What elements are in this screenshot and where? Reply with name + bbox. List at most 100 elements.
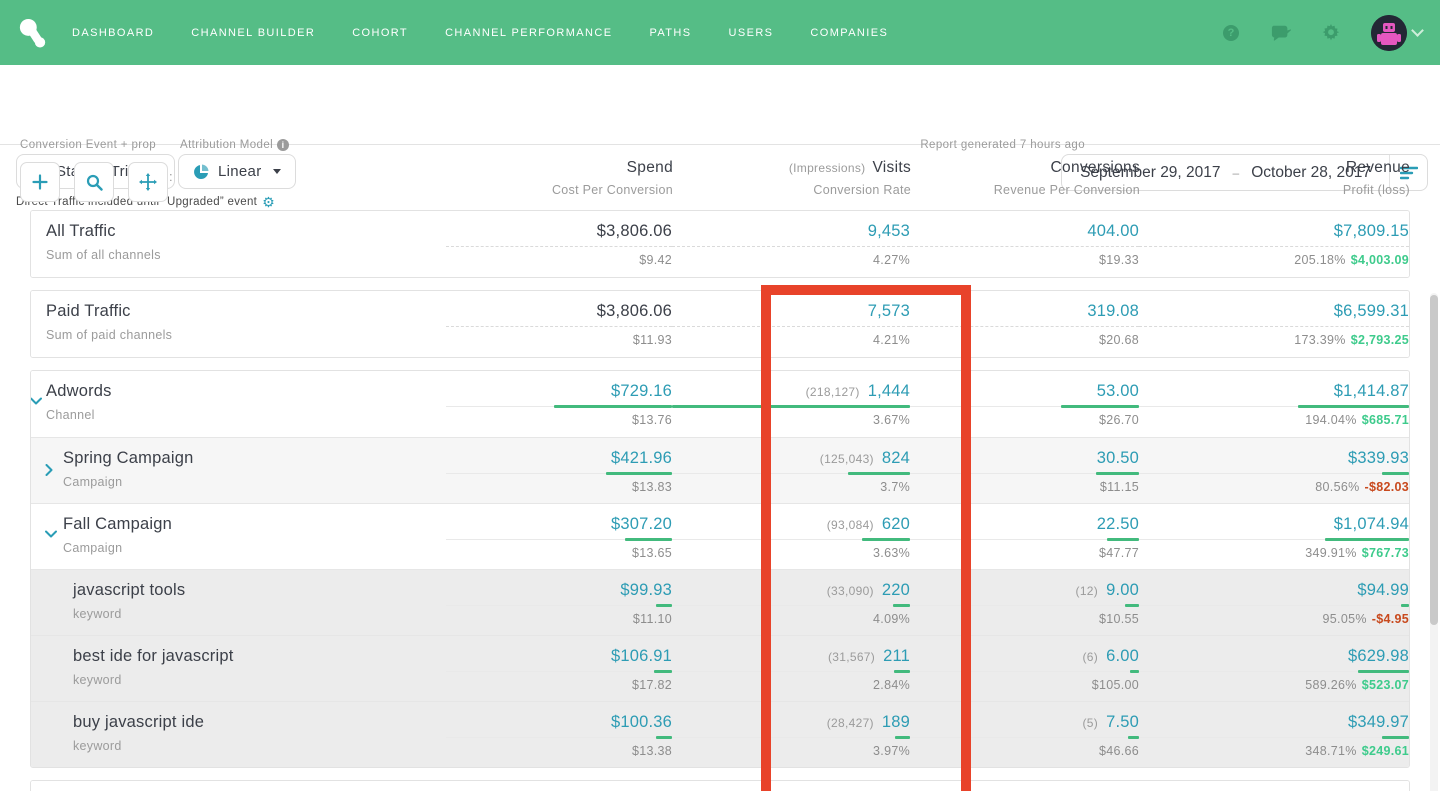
row-title[interactable]: buy javascript ide xyxy=(73,713,205,731)
revenue-value[interactable]: $6,599.31 xyxy=(1333,302,1409,320)
row-name-cell: All Traffic Sum of all channels xyxy=(31,211,446,277)
row-name-cell: buy javascript ide keyword xyxy=(31,702,446,767)
spend-value[interactable]: $100.36 xyxy=(610,713,672,731)
move-button[interactable] xyxy=(128,162,168,202)
revenue-value[interactable]: $94.99 xyxy=(1357,581,1409,599)
row-type-label: Sum of all channels xyxy=(46,248,161,262)
roi-percent: 349.91% xyxy=(1305,546,1357,560)
conversions-value[interactable]: 30.50 xyxy=(1096,449,1139,467)
settings-gear-icon[interactable] xyxy=(1321,23,1341,43)
conversions-value[interactable]: 7.50 xyxy=(1106,713,1139,731)
profit-value: $523.07 xyxy=(1361,678,1409,692)
revenue-value[interactable]: $1,414.87 xyxy=(1333,382,1409,400)
search-button[interactable] xyxy=(74,162,114,202)
spend-value[interactable]: $3,806.06 xyxy=(596,222,672,240)
revenue-cell: $629.98 589.26% $523.07 xyxy=(1139,636,1409,701)
conversions-value[interactable]: 53.00 xyxy=(1096,382,1139,400)
table-row: javascript tools keyword $99.93 $11.10 (33,0… xyxy=(31,569,1409,635)
row-type-label: keyword xyxy=(73,739,122,753)
report-options-button[interactable] xyxy=(1389,155,1427,190)
nav-item-dashboard[interactable]: DASHBOARD xyxy=(72,26,155,39)
conversions-value[interactable]: 22.50 xyxy=(1096,515,1139,533)
spend-value[interactable]: $307.20 xyxy=(610,515,672,533)
conversions-bar xyxy=(910,245,1139,248)
collapse-chevron-icon[interactable] xyxy=(31,397,42,405)
visits-value[interactable]: 220 xyxy=(881,581,910,599)
spend-value[interactable]: $3,806.06 xyxy=(596,302,672,320)
conversions-bar xyxy=(910,604,1139,607)
collapse-chevron-icon[interactable] xyxy=(45,530,57,538)
column-header-spend[interactable]: Spend Cost Per Conversion xyxy=(447,159,673,197)
conversions-value[interactable]: 6.00 xyxy=(1106,647,1139,665)
column-subtitle: Cost Per Conversion xyxy=(551,183,673,197)
spend-value[interactable]: $421.96 xyxy=(610,449,672,467)
column-header-revenue[interactable]: Revenue Profit (loss) xyxy=(1140,159,1410,197)
nav-item-cohort[interactable]: COHORT xyxy=(352,26,409,39)
attribution-logo-icon[interactable] xyxy=(18,17,48,49)
nav-item-channel-performance[interactable]: CHANNEL PERFORMANCE xyxy=(445,26,613,39)
help-icon[interactable]: ? xyxy=(1221,23,1241,43)
attribution-model-dropdown[interactable]: Linear xyxy=(178,154,296,189)
column-subtitle: Profit (loss) xyxy=(1342,183,1410,197)
impressions-value: (28,427) xyxy=(826,716,874,730)
spend-sub-value: $11.10 xyxy=(632,612,672,626)
user-menu[interactable] xyxy=(1371,14,1424,51)
column-title: Conversions xyxy=(1050,159,1140,176)
column-title: Visits xyxy=(872,159,911,176)
chat-icon[interactable] xyxy=(1271,23,1291,43)
scrollbar-thumb[interactable] xyxy=(1430,295,1438,625)
conversions-value[interactable]: 404.00 xyxy=(1087,222,1139,240)
revenue-value[interactable]: $349.97 xyxy=(1347,713,1409,731)
visits-value[interactable]: 620 xyxy=(881,515,910,533)
roi-percent: 589.26% xyxy=(1305,678,1357,692)
visits-value[interactable]: 1,444 xyxy=(867,382,910,400)
visits-sub-value: 4.27% xyxy=(873,253,910,267)
visits-value[interactable]: 211 xyxy=(883,647,910,665)
visits-value[interactable]: 824 xyxy=(881,449,910,467)
column-header-visits[interactable]: (Impressions) Visits Conversion Rate xyxy=(673,159,911,197)
row-title[interactable]: All Traffic xyxy=(46,222,116,240)
info-icon[interactable]: i xyxy=(277,139,290,151)
conversions-cell: 30.50 $11.15 xyxy=(910,438,1139,503)
note-gear-icon[interactable]: ⚙ xyxy=(262,194,276,210)
row-title[interactable]: best ide for javascript xyxy=(73,647,234,665)
revenue-sub-value: 205.18% $4,003.09 xyxy=(1139,253,1409,267)
visits-value[interactable]: 7,573 xyxy=(867,302,910,320)
row-type-label: keyword xyxy=(73,607,122,621)
roi-percent: 348.71% xyxy=(1305,744,1357,758)
revenue-value[interactable]: $1,074.94 xyxy=(1333,515,1409,533)
nav-item-channel-builder[interactable]: CHANNEL BUILDER xyxy=(191,26,316,39)
nav-item-companies[interactable]: COMPANIES xyxy=(810,26,889,39)
row-title[interactable]: javascript tools xyxy=(73,581,186,599)
spend-sub-value: $17.82 xyxy=(631,678,672,692)
row-title[interactable]: Spring Campaign xyxy=(63,449,194,467)
visits-value[interactable]: 9,453 xyxy=(867,222,910,240)
row-title[interactable]: Fall Campaign xyxy=(63,515,172,533)
add-channel-button[interactable] xyxy=(20,162,60,202)
conversions-cell: (12) 9.00 $10.55 xyxy=(910,570,1139,635)
expand-chevron-icon[interactable] xyxy=(45,464,53,476)
conversions-value[interactable]: 9.00 xyxy=(1106,581,1139,599)
row-name-cell: Spring Campaign Campaign xyxy=(31,438,446,503)
conversions-value[interactable]: 319.08 xyxy=(1087,302,1139,320)
conversions-bar xyxy=(910,670,1139,673)
revenue-value[interactable]: $629.98 xyxy=(1347,647,1409,665)
visits-value[interactable]: 189 xyxy=(881,713,910,731)
spend-value[interactable]: $729.16 xyxy=(610,382,672,400)
row-title[interactable]: Adwords xyxy=(46,382,112,400)
nav-item-users[interactable]: USERS xyxy=(728,26,774,39)
column-subtitle: Conversion Rate xyxy=(813,183,911,197)
visits-sub-value: 4.21% xyxy=(873,333,910,347)
spend-value[interactable]: $99.93 xyxy=(620,581,672,599)
date-range-picker[interactable]: September 29, 2017 – October 28, 2017 xyxy=(1062,164,1389,182)
row-title[interactable]: Paid Traffic xyxy=(46,302,131,320)
column-title: Spend xyxy=(626,159,673,176)
row-name-cell: VideoChannel xyxy=(31,781,446,791)
column-header-conversions[interactable]: Conversions Revenue Per Conversion xyxy=(911,159,1140,197)
date-start: September 29, 2017 xyxy=(1080,163,1221,181)
revenue-value[interactable]: $7,809.15 xyxy=(1333,222,1409,240)
nav-item-paths[interactable]: PATHS xyxy=(649,26,692,39)
revenue-value[interactable]: $339.93 xyxy=(1347,449,1409,467)
spend-value[interactable]: $106.91 xyxy=(610,647,672,665)
impressions-value: (93,084) xyxy=(826,518,874,532)
